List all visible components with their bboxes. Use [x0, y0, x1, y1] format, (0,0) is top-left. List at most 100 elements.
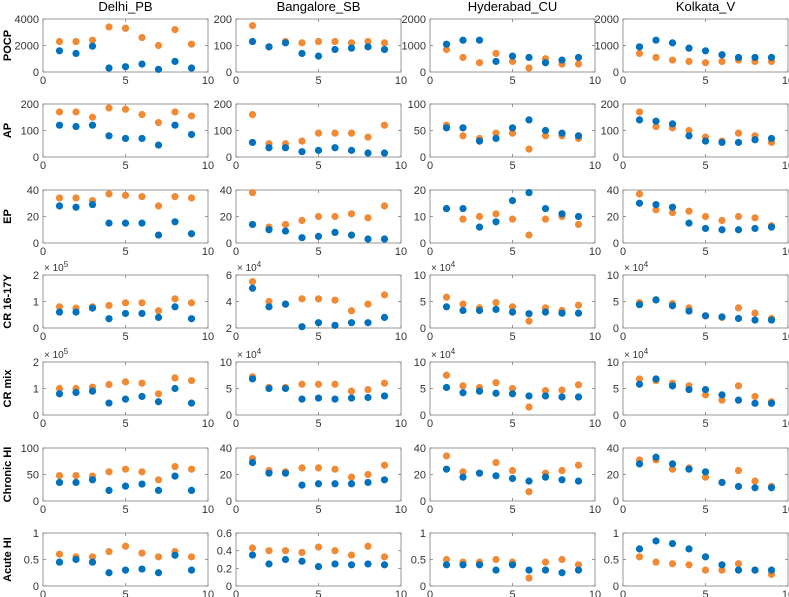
axis-exponent-label: × 104 [431, 347, 456, 361]
x-tick-label: 0 [427, 589, 433, 597]
orange-point [248, 189, 257, 197]
orange-point [121, 105, 130, 113]
blue-point [574, 566, 583, 574]
x-tick-label: 10 [589, 331, 601, 343]
orange-point [459, 215, 467, 223]
blue-point [331, 144, 339, 152]
y-tick-label: 50 [414, 126, 426, 138]
orange-point [574, 60, 583, 68]
blue-point [314, 480, 323, 488]
orange-point [652, 122, 660, 131]
orange-point [668, 560, 677, 568]
blue-point [364, 235, 372, 243]
blue-point [380, 45, 389, 54]
x-tick-label: 10 [589, 160, 601, 172]
y-tick-label: 200 [21, 99, 39, 111]
blue-point [72, 308, 80, 316]
y-tick-label: 0 [420, 67, 426, 79]
blue-point [171, 121, 179, 129]
orange-point [525, 145, 533, 153]
panel-ap-bangalore-sb: 0 100 200 0 5 10 [214, 99, 407, 172]
blue-point [248, 375, 257, 383]
blue-point [701, 468, 710, 476]
orange-point [248, 22, 257, 30]
blue-point [574, 393, 583, 401]
blue-point [88, 121, 97, 129]
orange-point [171, 462, 179, 471]
blue-point [701, 553, 710, 561]
orange-point [492, 298, 500, 307]
orange-point [187, 112, 196, 120]
axes-frame [42, 532, 209, 587]
orange-point [380, 121, 389, 129]
y-tick-label: 100 [21, 126, 39, 138]
blue-point [138, 392, 146, 401]
orange-point [248, 544, 257, 552]
blue-point [475, 223, 484, 231]
blue-point [668, 382, 677, 390]
orange-point [380, 202, 389, 210]
x-tick-label: 10 [395, 589, 407, 597]
orange-point [55, 550, 64, 558]
orange-point [635, 108, 644, 116]
orange-point [298, 464, 306, 472]
orange-point [442, 45, 451, 54]
orange-point [138, 468, 146, 476]
blue-point [635, 116, 644, 124]
axis-exponent-label: × 105 [44, 260, 69, 274]
orange-point [635, 49, 644, 58]
y-tick-label: 0 [33, 581, 39, 593]
blue-point [685, 385, 693, 394]
blue-point [734, 138, 743, 147]
orange-point [154, 307, 163, 315]
orange-point [347, 473, 356, 481]
blue-point [138, 480, 146, 488]
blue-point [574, 53, 583, 62]
orange-point [171, 26, 179, 34]
orange-point [525, 488, 533, 496]
blue-point [298, 557, 306, 565]
blue-point [652, 375, 660, 383]
x-tick-label: 10 [782, 75, 789, 87]
orange-point [442, 371, 451, 379]
orange-point [635, 190, 644, 198]
axes-frame [429, 274, 596, 329]
y-tick-label: 0 [420, 496, 426, 508]
blue-point [298, 49, 306, 58]
orange-point [298, 137, 306, 145]
blue-point [734, 314, 743, 323]
blue-point [248, 220, 257, 229]
panel-acute-hi-bangalore-sb: 0 0.2 0.4 0.6 0 5 10 [217, 528, 407, 597]
y-tick-label: 0.6 [217, 528, 232, 540]
panel-cr-mix-hyderabad-cu: 0 5 10 0 5 10 × 104 [414, 347, 601, 430]
orange-point [508, 215, 517, 223]
x-tick-label: 5 [122, 160, 128, 172]
blue-point [652, 117, 660, 125]
blue-point [88, 476, 97, 484]
blue-point [635, 199, 644, 207]
y-tick-label: 20 [220, 212, 232, 224]
x-tick-label: 10 [395, 246, 407, 258]
orange-point [525, 64, 533, 72]
x-tick-label: 10 [202, 418, 214, 430]
orange-point [668, 465, 677, 473]
blue-point [459, 204, 467, 213]
orange-point [187, 553, 196, 561]
orange-point [187, 376, 196, 385]
blue-point [508, 474, 517, 483]
blue-point [281, 555, 290, 564]
blue-point [525, 310, 533, 318]
blue-point [121, 219, 130, 227]
y-tick-label: 0 [226, 496, 232, 508]
blue-point [718, 313, 726, 321]
x-tick-label: 0 [233, 504, 239, 516]
blue-point [364, 149, 372, 157]
x-tick-label: 0 [427, 75, 433, 87]
blue-point [331, 395, 339, 403]
orange-point [121, 299, 130, 307]
orange-point [331, 547, 339, 555]
x-tick-label: 0 [620, 589, 626, 597]
blue-point [248, 284, 257, 292]
blue-point [314, 319, 323, 327]
y-tick-label: 20 [607, 470, 619, 482]
